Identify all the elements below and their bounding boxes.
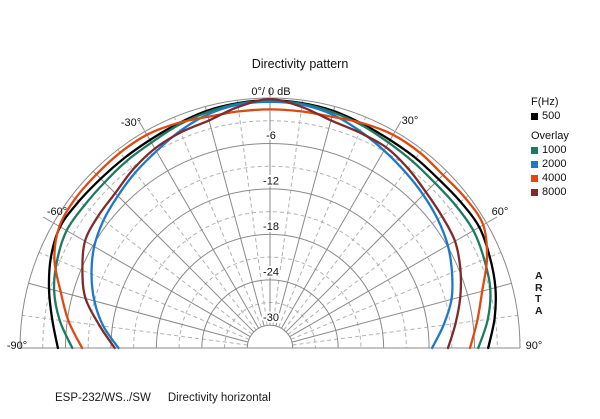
watermark-letter: T xyxy=(535,293,542,305)
legend-label-1000: 1000 xyxy=(542,144,567,156)
footer-caption: ESP-232/WS../SW Directivity horizontal xyxy=(55,392,271,404)
legend-item-8000: 8000 xyxy=(531,186,569,199)
legend-main-group: 500 xyxy=(531,110,569,123)
legend-overlay-group: 1000 2000 4000 8000 xyxy=(531,144,569,199)
db-label--30: -30 xyxy=(263,312,279,324)
grid-spoke-dashed xyxy=(290,251,502,340)
grid-spoke-solid xyxy=(291,282,512,343)
legend-item-4000: 4000 xyxy=(531,172,569,185)
grid-ring-dashed xyxy=(42,120,498,349)
grid-spoke-solid xyxy=(280,131,396,329)
legend-swatch-500 xyxy=(531,113,538,120)
legend-swatch-1000 xyxy=(531,147,538,154)
db-label--12: -12 xyxy=(263,175,279,187)
db-label--18: -18 xyxy=(263,221,279,233)
angle-label--30: -30° xyxy=(121,117,141,129)
grid-spoke-solid xyxy=(92,170,255,333)
legend-item-2000: 2000 xyxy=(531,158,569,171)
legend-swatch-8000 xyxy=(531,189,538,196)
grid-spoke-dashed xyxy=(71,195,253,335)
legend-label-4000: 4000 xyxy=(542,172,567,184)
legend-swatch-2000 xyxy=(531,161,538,168)
grid-spoke-dashed xyxy=(117,149,257,331)
legend-freq-heading: F(Hz) xyxy=(531,96,559,108)
grid-spoke-dashed xyxy=(236,100,268,326)
grid-spoke-solid xyxy=(289,222,487,338)
angle-label--60: -60° xyxy=(47,206,67,218)
grid-spoke-solid xyxy=(53,222,251,338)
legend-label-8000: 8000 xyxy=(542,186,567,198)
footer-model: ESP-232/WS../SW xyxy=(55,392,151,404)
grid-spoke-solid xyxy=(275,106,336,327)
angle-label-0: 0°/ 0 dB xyxy=(251,86,290,98)
grid-spoke-solid xyxy=(204,106,265,327)
legend-item-1000: 1000 xyxy=(531,144,569,157)
watermark-letter: R xyxy=(535,281,543,294)
watermark-letter: A xyxy=(535,270,543,282)
grid-spoke-dashed xyxy=(272,100,304,326)
angle-label-60: 60° xyxy=(492,206,509,218)
legend-swatch-4000 xyxy=(531,175,538,182)
db-label--24: -24 xyxy=(263,266,279,278)
db-label--6: -6 xyxy=(266,130,276,142)
grid-ring-dashed xyxy=(87,165,453,349)
curve-8000 xyxy=(81,97,463,350)
grid-tick-extension xyxy=(395,120,402,131)
grid-spoke-dashed xyxy=(278,116,367,328)
curve-2000 xyxy=(90,100,454,350)
grid-tick-extension xyxy=(487,216,498,223)
curve-4000 xyxy=(53,108,489,350)
legend-item-500: 500 xyxy=(531,110,569,123)
angle-label--90: -90° xyxy=(7,340,27,352)
grid-tick-extension xyxy=(42,216,53,223)
footer-description: Directivity horizontal xyxy=(167,392,271,404)
grid-spoke-dashed xyxy=(292,314,518,346)
grid-tick-extension xyxy=(138,120,145,131)
grid-spoke-solid xyxy=(28,282,249,343)
grid-ring-dashed xyxy=(133,211,407,349)
legend: F(Hz) 500 Overlay 1000 2000 4000 8000 xyxy=(531,96,569,200)
legend-label-500: 500 xyxy=(542,110,561,122)
watermark-letter: A xyxy=(535,304,543,317)
grid-hub xyxy=(246,324,294,349)
legend-label-2000: 2000 xyxy=(542,158,567,170)
grid-spoke-dashed xyxy=(283,149,423,331)
grid-spoke-solid xyxy=(285,170,448,333)
chart-title: Directivity pattern xyxy=(251,57,349,71)
grid-spoke-dashed xyxy=(38,251,250,340)
legend-overlay-heading: Overlay xyxy=(531,130,569,142)
grid-spoke-solid xyxy=(144,131,260,329)
grid-spoke-dashed xyxy=(173,116,262,328)
angle-label-90: 90° xyxy=(526,340,543,352)
angle-label-30: 30° xyxy=(402,115,419,127)
